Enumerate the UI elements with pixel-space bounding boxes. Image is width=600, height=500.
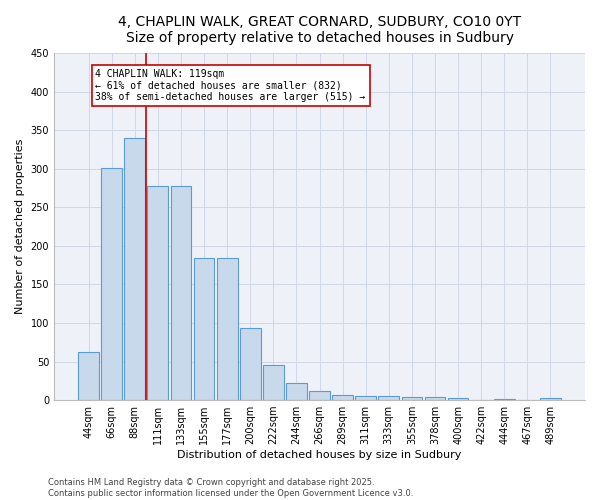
Bar xyxy=(78,352,99,400)
Bar xyxy=(425,397,445,400)
Text: 4 CHAPLIN WALK: 119sqm
← 61% of detached houses are smaller (832)
38% of semi-de: 4 CHAPLIN WALK: 119sqm ← 61% of detached… xyxy=(95,68,366,102)
Bar xyxy=(217,258,238,400)
Title: 4, CHAPLIN WALK, GREAT CORNARD, SUDBURY, CO10 0YT
Size of property relative to d: 4, CHAPLIN WALK, GREAT CORNARD, SUDBURY,… xyxy=(118,15,521,45)
Bar xyxy=(540,398,561,400)
Bar xyxy=(401,397,422,400)
Y-axis label: Number of detached properties: Number of detached properties xyxy=(15,139,25,314)
Bar xyxy=(332,394,353,400)
Bar xyxy=(148,186,168,400)
Bar xyxy=(170,186,191,400)
Bar xyxy=(355,396,376,400)
Bar xyxy=(240,328,260,400)
Bar xyxy=(286,383,307,400)
Bar xyxy=(263,366,284,400)
Bar xyxy=(379,396,399,400)
Text: Contains HM Land Registry data © Crown copyright and database right 2025.
Contai: Contains HM Land Registry data © Crown c… xyxy=(48,478,413,498)
X-axis label: Distribution of detached houses by size in Sudbury: Distribution of detached houses by size … xyxy=(178,450,462,460)
Bar xyxy=(101,168,122,400)
Bar xyxy=(448,398,469,400)
Bar xyxy=(194,258,214,400)
Bar xyxy=(309,391,330,400)
Bar xyxy=(124,138,145,400)
Bar xyxy=(494,398,515,400)
